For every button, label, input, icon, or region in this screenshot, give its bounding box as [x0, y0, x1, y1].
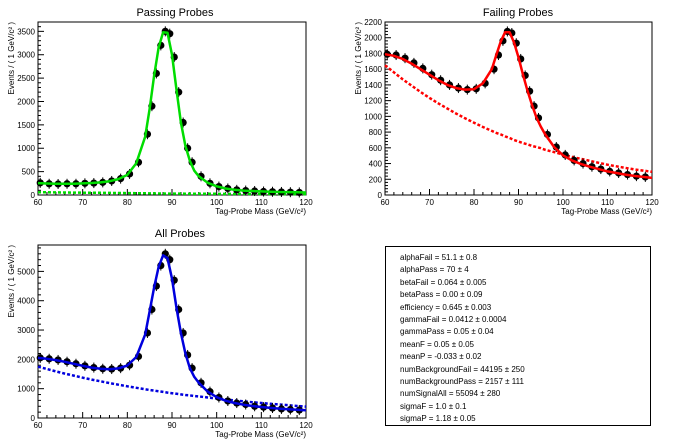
total-fit-curve: [384, 30, 653, 180]
x-tick-label: 120: [299, 421, 313, 430]
y-tick-label: 400: [369, 160, 383, 169]
parameter-row: meanF = 0.05 ± 0.05: [400, 339, 474, 349]
y-tick-label: 0: [31, 191, 36, 200]
x-tick-label: 120: [645, 198, 659, 207]
x-tick-label: 70: [425, 198, 434, 207]
x-tick-label: 90: [514, 198, 523, 207]
y-tick-label: 1000: [17, 385, 35, 394]
y-tick-label: 1200: [364, 97, 382, 106]
x-tick-label: 60: [34, 421, 43, 430]
parameter-row: meanP = -0.033 ± 0.02: [400, 352, 482, 362]
y-tick-label: 200: [369, 175, 383, 184]
parameter-row: gammaPass = 0.05 ± 0.04: [400, 327, 494, 337]
x-axis-label: Tag-Probe Mass (GeV/c²): [561, 207, 652, 216]
x-tick-label: 100: [210, 198, 224, 207]
parameter-row: efficiency = 0.645 ± 0.003: [400, 302, 492, 312]
x-tick-label: 60: [381, 198, 390, 207]
total-fit-curve: [37, 254, 307, 412]
x-tick-label: 70: [78, 198, 87, 207]
chart-title: All Probes: [155, 228, 206, 240]
parameter-row: numSignalAll = 55094 ± 280: [400, 389, 501, 399]
y-tick-label: 1800: [364, 49, 382, 58]
x-tick-label: 80: [123, 421, 132, 430]
x-tick-label: 110: [255, 421, 268, 430]
chart-passing: Passing Probes 60 70 80 90 100 110 120 0 500 1000 1…: [7, 7, 313, 216]
y-tick-label: 1600: [364, 65, 382, 74]
total-fit-curve: [37, 31, 307, 194]
y-tick-label: 800: [369, 128, 383, 137]
chart-title: Passing Probes: [136, 7, 214, 19]
x-tick-label: 90: [168, 421, 177, 430]
y-tick-label: 2000: [17, 355, 35, 364]
x-tick-label: 110: [255, 198, 268, 207]
parameter-row: alphaFail = 51.1 ± 0.8: [400, 253, 478, 262]
parameter-row: gammaFail = 0.0412 ± 0.0004: [400, 315, 507, 324]
y-tick-label: 2000: [17, 97, 35, 106]
y-tick-label: 2500: [17, 74, 35, 83]
x-tick-label: 60: [34, 198, 43, 207]
parameter-row: sigmaF = 1.0 ± 0.1: [400, 401, 467, 411]
y-tick-label: 3000: [17, 326, 35, 335]
parameter-row: betaPass = 0.00 ± 0.09: [400, 290, 483, 300]
parameter-row: numBackgroundFail = 44195 ± 250: [400, 364, 525, 374]
y-tick-label: 1500: [17, 121, 35, 130]
y-tick-label: 0: [378, 191, 383, 200]
x-tick-label: 80: [123, 198, 132, 207]
parameter-row: sigmaP = 1.18 ± 0.05: [400, 414, 476, 424]
y-tick-label: 2000: [364, 34, 382, 43]
x-tick-label: 80: [470, 198, 479, 207]
y-tick-label: 0: [31, 414, 36, 423]
x-tick-label: 90: [168, 198, 177, 207]
x-tick-label: 100: [210, 421, 224, 430]
y-tick-label: 5000: [17, 267, 35, 276]
y-tick-label: 600: [369, 144, 383, 153]
x-tick-label: 110: [601, 198, 614, 207]
y-tick-label: 1000: [364, 112, 382, 121]
parameter-row: numBackgroundPass = 2157 ± 111: [400, 377, 524, 386]
x-axis-label: Tag-Probe Mass (GeV/c²): [215, 430, 306, 439]
parameter-row: alphaPass = 70 ± 4: [400, 265, 469, 275]
parameter-row: betaFail = 0.064 ± 0.005: [400, 277, 487, 287]
chart-title: Failing Probes: [483, 7, 554, 19]
y-tick-label: 2200: [364, 18, 382, 27]
y-axis-label: Events / ( 1 GeV/c² ): [7, 22, 16, 95]
x-axis-label: Tag-Probe Mass (GeV/c²): [215, 207, 306, 216]
x-tick-label: 70: [78, 421, 87, 430]
y-axis-label: Events / ( 1 GeV/c² ): [7, 245, 16, 318]
y-tick-label: 1400: [364, 81, 382, 90]
y-tick-label: 500: [22, 168, 36, 177]
background-fit-curve: [37, 365, 307, 408]
chart-all: All Probes 60 70 80 90 100 110 120 0 1000 2000 3000…: [7, 228, 313, 439]
y-tick-label: 3500: [17, 27, 35, 36]
y-tick-label: 3000: [17, 51, 35, 60]
x-tick-label: 120: [299, 198, 313, 207]
background-fit-curve: [384, 64, 653, 174]
y-axis-label: Events / ( 1 GeV/c² ): [354, 22, 363, 95]
x-tick-label: 100: [556, 198, 570, 207]
y-tick-label: 1000: [17, 144, 35, 153]
fit-parameters-box: alphaFail = 51.1 ± 0.8 alphaPass = 70 ± 4…: [385, 246, 651, 426]
y-tick-label: 4000: [17, 297, 35, 306]
plot-frame: [37, 21, 307, 196]
